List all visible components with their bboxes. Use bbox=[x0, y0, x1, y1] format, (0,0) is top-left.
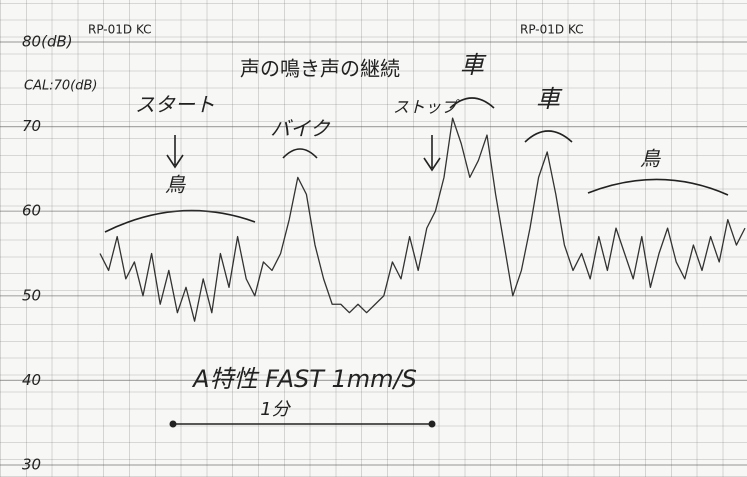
bracket bbox=[449, 97, 495, 109]
y-tick-label: 80(dB) bbox=[22, 33, 73, 51]
annotation: 鳥 bbox=[165, 173, 186, 197]
annotation: ストップ bbox=[393, 98, 460, 117]
annotation: 車 bbox=[460, 51, 487, 79]
arrow bbox=[423, 135, 441, 172]
annotation: CAL:70(dB) bbox=[24, 79, 97, 94]
scale-dot bbox=[428, 420, 436, 428]
y-tick-label: 60 bbox=[22, 202, 41, 220]
bracket bbox=[282, 148, 318, 159]
y-tick-label: 50 bbox=[22, 286, 41, 304]
annotation: 車 bbox=[536, 85, 563, 113]
trace bbox=[99, 117, 746, 322]
annotation: バイク bbox=[270, 117, 331, 141]
y-tick-label: 40 bbox=[22, 371, 41, 389]
bracket bbox=[104, 209, 256, 233]
chart-title: 声の鳴き声の継続 bbox=[240, 57, 400, 81]
annotation: A特性 FAST 1mm/S bbox=[191, 365, 417, 393]
arrow bbox=[166, 135, 184, 169]
header-label: RP-01D KC bbox=[520, 23, 584, 37]
bracket bbox=[587, 178, 729, 196]
header-label: RP-01D KC bbox=[88, 23, 152, 37]
scale-dot bbox=[169, 420, 177, 428]
y-tick-label: 70 bbox=[22, 117, 41, 135]
annotation: 鳥 bbox=[640, 147, 661, 171]
bracket bbox=[524, 130, 573, 143]
annotation: スタート bbox=[135, 93, 215, 117]
annotation: 1分 bbox=[260, 399, 291, 420]
y-tick-label: 30 bbox=[22, 456, 41, 474]
